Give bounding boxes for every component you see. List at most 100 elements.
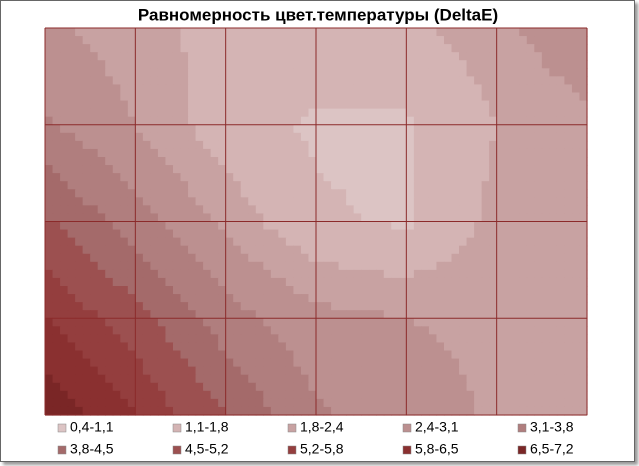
contour-cell: [338, 76, 347, 86]
contour-cell: [180, 76, 189, 86]
contour-cell: [135, 277, 144, 287]
contour-cell: [346, 326, 355, 335]
contour-cell: [82, 277, 91, 287]
contour-cell: [391, 60, 400, 69]
contour-cell: [180, 310, 189, 319]
contour-cell: [556, 92, 566, 102]
contour-cell: [142, 310, 151, 319]
contour-cell: [481, 157, 490, 166]
contour-cell: [278, 390, 287, 400]
contour-cell: [564, 221, 573, 231]
contour-cell: [376, 302, 385, 311]
contour-cell: [75, 318, 84, 327]
contour-cell: [496, 318, 505, 327]
contour-cell: [383, 68, 392, 77]
contour-cell: [188, 253, 197, 263]
contour-cell: [150, 205, 159, 215]
contour-cell: [413, 108, 422, 118]
contour-cell: [97, 44, 106, 53]
contour-cell: [489, 302, 498, 311]
contour-cell: [180, 398, 189, 408]
contour-cell: [519, 205, 528, 215]
contour-cell: [203, 334, 212, 344]
contour-cell: [504, 294, 513, 303]
contour-cell: [218, 302, 227, 311]
contour-cell: [406, 157, 415, 166]
contour-cell: [203, 398, 212, 408]
contour-cell: [308, 148, 317, 158]
contour-cell: [218, 28, 227, 37]
contour-cell: [368, 124, 377, 134]
contour-cell: [105, 148, 114, 158]
contour-cell: [398, 286, 407, 295]
contour-cell: [383, 132, 392, 142]
contour-cell: [112, 197, 121, 206]
contour-cell: [428, 100, 438, 110]
contour-cell: [308, 294, 317, 303]
contour-cell: [504, 390, 513, 400]
contour-cell: [451, 181, 460, 190]
contour-cell: [60, 140, 69, 150]
contour-cell: [67, 398, 76, 408]
contour-cell: [248, 205, 257, 215]
contour-cell: [135, 132, 144, 142]
contour-cell: [300, 245, 310, 255]
contour-cell: [466, 213, 475, 223]
contour-cell: [541, 44, 550, 53]
contour-cell: [45, 374, 54, 384]
contour-cell: [519, 92, 528, 102]
contour-cell: [248, 36, 257, 45]
contour-cell: [368, 310, 377, 319]
contour-cell: [142, 44, 151, 53]
contour-cell: [489, 36, 498, 45]
contour-cell: [534, 398, 543, 408]
contour-cell: [210, 310, 219, 319]
contour-cell: [511, 406, 520, 416]
contour-cell: [233, 189, 242, 198]
contour-cell: [150, 157, 159, 166]
contour-cell: [346, 221, 355, 231]
contour-cell: [459, 173, 468, 182]
contour-cell: [511, 84, 520, 94]
contour-cell: [526, 277, 535, 287]
contour-cell: [481, 302, 490, 311]
contour-cell: [413, 157, 422, 166]
contour-cell: [188, 124, 197, 134]
contour-cell: [579, 366, 588, 376]
contour-cell: [428, 124, 438, 134]
contour-cell: [353, 277, 362, 287]
contour-cell: [97, 237, 106, 247]
contour-cell: [120, 261, 129, 271]
contour-cell: [474, 92, 483, 102]
contour-cell: [519, 148, 528, 158]
contour-cell: [210, 189, 219, 198]
contour-cell: [105, 398, 114, 408]
contour-cell: [255, 140, 264, 150]
contour-cell: [180, 213, 189, 223]
contour-cell: [97, 334, 106, 344]
contour-cell: [67, 213, 76, 223]
contour-cell: [172, 229, 182, 239]
contour-cell: [316, 108, 325, 118]
contour-cell: [474, 68, 483, 77]
contour-cell: [368, 76, 377, 86]
contour-cell: [549, 124, 558, 134]
contour-cell: [316, 406, 325, 416]
contour-cell: [496, 406, 505, 416]
contour-cell: [413, 189, 422, 198]
contour-cell: [556, 221, 566, 231]
contour-cell: [323, 213, 332, 223]
contour-cell: [571, 229, 581, 239]
contour-cell: [67, 310, 76, 319]
contour-cell: [90, 374, 99, 384]
contour-cell: [45, 108, 54, 118]
contour-cell: [225, 116, 234, 126]
contour-cell: [263, 342, 272, 352]
contour-cell: [534, 302, 543, 311]
contour-cell: [331, 60, 340, 69]
contour-cell: [398, 358, 407, 368]
contour-cell: [496, 197, 505, 206]
contour-cell: [120, 52, 129, 61]
contour-cell: [90, 116, 99, 126]
contour-cell: [97, 261, 106, 271]
